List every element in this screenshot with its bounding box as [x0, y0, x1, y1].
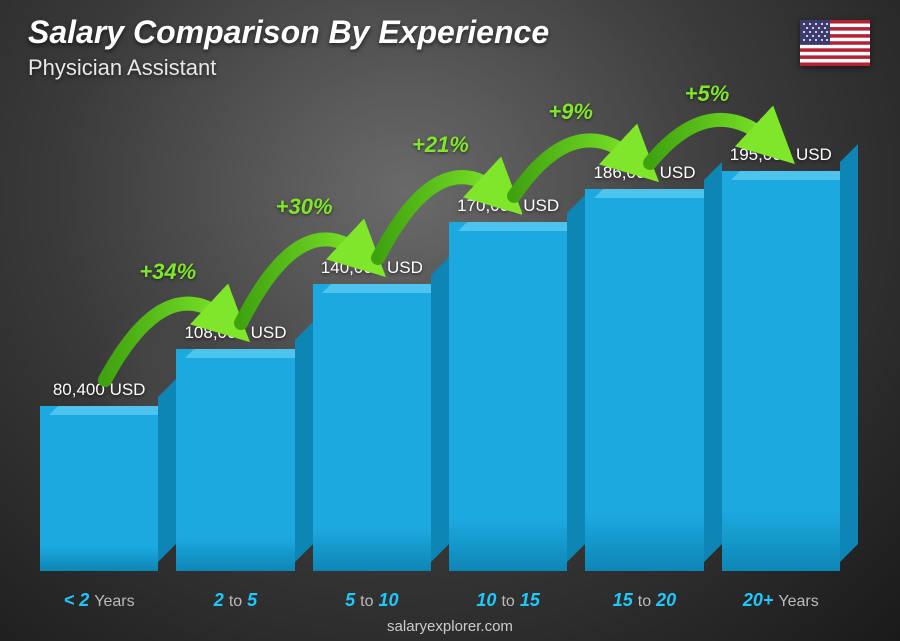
bar-value-label: 80,400 USD: [53, 380, 146, 400]
x-axis-labels: < 2 Years 2 to 5 5 to 10 10 to 15 15 to 20 20…: [40, 590, 840, 611]
increase-pct-label: +34%: [139, 259, 196, 285]
header: Salary Comparison By Experience Physicia…: [28, 14, 872, 81]
bar-value-label: 170,000 USD: [457, 196, 559, 216]
bar: [176, 349, 294, 571]
x-axis-label: 15 to 20: [585, 590, 703, 611]
bar-chart: 80,400 USD 108,000 USD 140,000 USD 170,000 …: [40, 151, 840, 571]
x-axis-label: 10 to 15: [449, 590, 567, 611]
bar-value-label: 108,000 USD: [184, 323, 286, 343]
bar: [585, 189, 703, 571]
footer-attribution: salaryexplorer.com: [0, 618, 900, 635]
increase-pct-label: +5%: [685, 81, 730, 107]
increase-pct-label: +21%: [412, 132, 469, 158]
bar-value-label: 195,000 USD: [730, 145, 832, 165]
bar-slot: 140,000 USD: [313, 258, 431, 571]
bar-value-label: 186,000 USD: [593, 163, 695, 183]
x-axis-label: 5 to 10: [313, 590, 431, 611]
bar-slot: 170,000 USD: [449, 196, 567, 571]
bar-value-label: 140,000 USD: [321, 258, 423, 278]
x-axis-label: < 2 Years: [40, 590, 158, 611]
increase-pct-label: +9%: [548, 99, 593, 125]
page-title: Salary Comparison By Experience: [28, 14, 872, 51]
bar-slot: 195,000 USD: [722, 145, 840, 571]
x-axis-label: 2 to 5: [176, 590, 294, 611]
bar-slot: 186,000 USD: [585, 163, 703, 571]
us-flag-icon: [800, 20, 870, 66]
bar-slot: 80,400 USD: [40, 380, 158, 571]
bar: [722, 171, 840, 571]
bar: [40, 406, 158, 571]
x-axis-label: 20+ Years: [722, 590, 840, 611]
bar: [449, 222, 567, 571]
bar-slot: 108,000 USD: [176, 323, 294, 571]
bar: [313, 284, 431, 571]
page-subtitle: Physician Assistant: [28, 55, 872, 81]
increase-pct-label: +30%: [276, 194, 333, 220]
